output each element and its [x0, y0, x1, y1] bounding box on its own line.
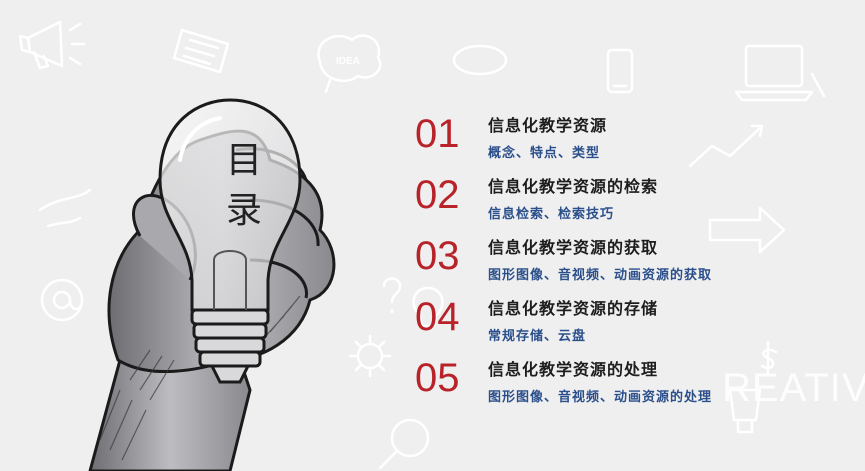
- agenda-title: 信息化教学资源的处理: [488, 360, 659, 379]
- idea-bubble-doodle: [317, 34, 382, 94]
- agenda-subtitle: 概念、特点、类型: [488, 146, 601, 161]
- agenda-number: 01: [415, 112, 460, 156]
- gear-doodle: [348, 334, 392, 378]
- hand-lightbulb-illustration: [88, 98, 336, 471]
- toc-title-char-2: 录: [225, 190, 262, 231]
- agenda-number: 03: [415, 234, 460, 278]
- agenda-item-01: 01 信息化教学资源 概念、特点、类型: [410, 108, 850, 169]
- agenda-title: 信息化教学资源的检索: [488, 177, 659, 196]
- agenda-title: 信息化教学资源: [488, 116, 608, 135]
- hand-doodle: [38, 188, 92, 228]
- agenda-title: 信息化教学资源的获取: [488, 238, 659, 257]
- at-sign-doodle: [40, 278, 84, 322]
- agenda-number: 05: [415, 356, 460, 400]
- agenda-title: 信息化教学资源的存储: [488, 299, 659, 318]
- agenda-number: 02: [415, 173, 460, 217]
- notebook-doodle: [172, 28, 230, 74]
- agenda-subtitle: 信息检索、检索技巧: [488, 207, 615, 222]
- agenda-item-03: 03 信息化教学资源的获取 图形图像、音视频、动画资源的获取: [410, 230, 850, 291]
- toc-title: 目 录: [224, 136, 264, 236]
- arrow-doodle: [708, 206, 786, 254]
- agenda-subtitle: 图形图像、音视频、动画资源的处理: [488, 390, 713, 405]
- cloud-doodle: [452, 44, 508, 76]
- megaphone-doodle: [18, 20, 86, 70]
- dollar-doodle: [760, 340, 778, 376]
- question-doodle: [382, 277, 402, 314]
- creative-watermark: REATIVE: [722, 366, 865, 410]
- phone-doodle: [606, 48, 634, 94]
- agenda-subtitle: 图形图像、音视频、动画资源的获取: [488, 268, 713, 283]
- agenda-subtitle: 常规存储、云盘: [488, 329, 587, 344]
- idea-doodle-text: IDEA: [336, 56, 360, 67]
- laptop-doodle: [734, 44, 826, 102]
- cup-doodle: [728, 388, 762, 434]
- magnifier-doodle: [378, 418, 430, 470]
- agenda-item-05: 05 信息化教学资源的处理 图形图像、音视频、动画资源的处理: [410, 352, 850, 413]
- bulb-glass: [158, 98, 302, 312]
- bulb-filament: [213, 250, 247, 310]
- toc-title-char-1: 目: [225, 140, 262, 181]
- bulb-base: [190, 308, 270, 384]
- line-chart-doodle: [688, 124, 764, 168]
- agenda-number: 04: [415, 295, 460, 339]
- agenda-list: 01 信息化教学资源 概念、特点、类型 02 信息化教学资源的检索 信息检索、检…: [410, 108, 850, 413]
- small-bulb-doodle: [412, 286, 444, 328]
- agenda-item-04: 04 信息化教学资源的存储 常规存储、云盘: [410, 291, 850, 352]
- agenda-item-02: 02 信息化教学资源的检索 信息检索、检索技巧: [410, 169, 850, 230]
